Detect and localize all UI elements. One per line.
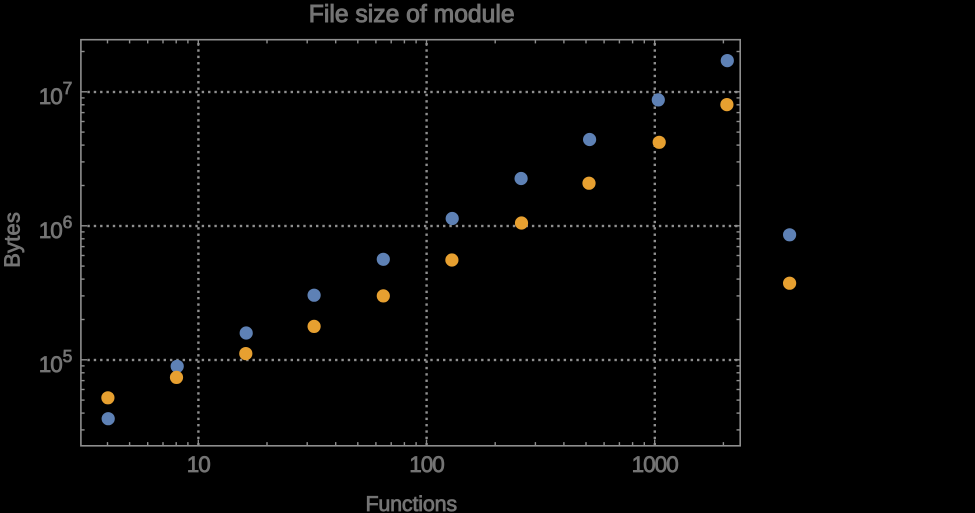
svg-text:Bytes: Bytes — [0, 212, 24, 268]
svg-text:1000: 1000 — [632, 452, 679, 477]
svg-text:7: 7 — [63, 78, 73, 98]
svg-text:File size of module: File size of module — [309, 1, 515, 28]
svg-text:10: 10 — [187, 452, 211, 477]
svg-text:6: 6 — [63, 212, 73, 232]
svg-text:Functions: Functions — [365, 492, 456, 513]
svg-text:100: 100 — [409, 452, 444, 477]
svg-text:10: 10 — [39, 84, 63, 109]
svg-text:10: 10 — [39, 218, 63, 243]
svg-text:5: 5 — [63, 346, 73, 366]
svg-text:10: 10 — [39, 352, 63, 377]
